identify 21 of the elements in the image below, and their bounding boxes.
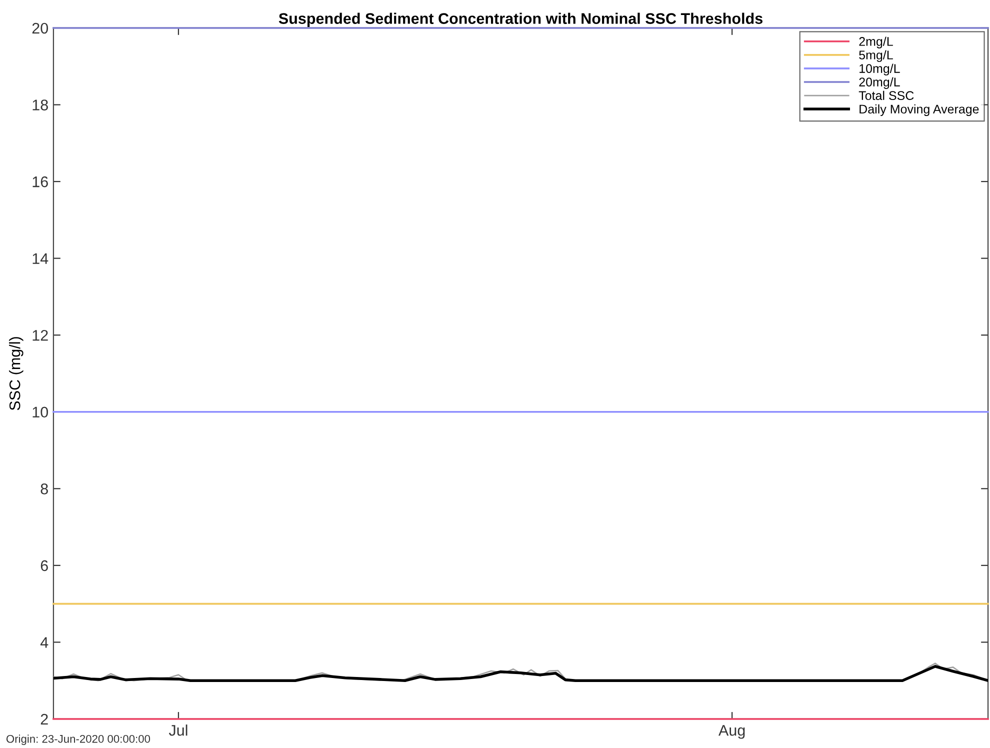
legend-label: 20mg/L <box>859 77 900 89</box>
y-tick-label: 20 <box>32 22 48 34</box>
y-tick-label: 6 <box>40 560 48 572</box>
y-tick-label: 10 <box>32 406 48 418</box>
y-tick-label: 8 <box>40 484 48 494</box>
legend-label: Total SSC <box>858 90 914 100</box>
y-axis-title: SSC (mg/l) <box>9 337 24 410</box>
legend-label: 2mg/L <box>859 36 893 48</box>
y-tick-label: 18 <box>32 100 48 110</box>
x-tick-label: Jul <box>168 724 188 736</box>
legend-label: 5mg/L <box>859 50 893 62</box>
legend-label: 10mg/L <box>860 64 900 76</box>
text: Origin: 23-Jun-2020 00:00:00 <box>6 734 150 746</box>
legend-label: Daily Moving Average <box>860 104 979 116</box>
y-tick-label: 14 <box>32 253 48 264</box>
y-tick-label: 4 <box>40 637 48 648</box>
chart-title: Suspended Sediment Concentration with Nominal SSC Thresholds <box>278 12 762 27</box>
y-tick-label: 2 <box>40 714 48 725</box>
y-tick-label: 16 <box>32 176 48 188</box>
y-tick-label: 12 <box>32 330 48 341</box>
x-tick-label: Aug <box>718 725 745 739</box>
